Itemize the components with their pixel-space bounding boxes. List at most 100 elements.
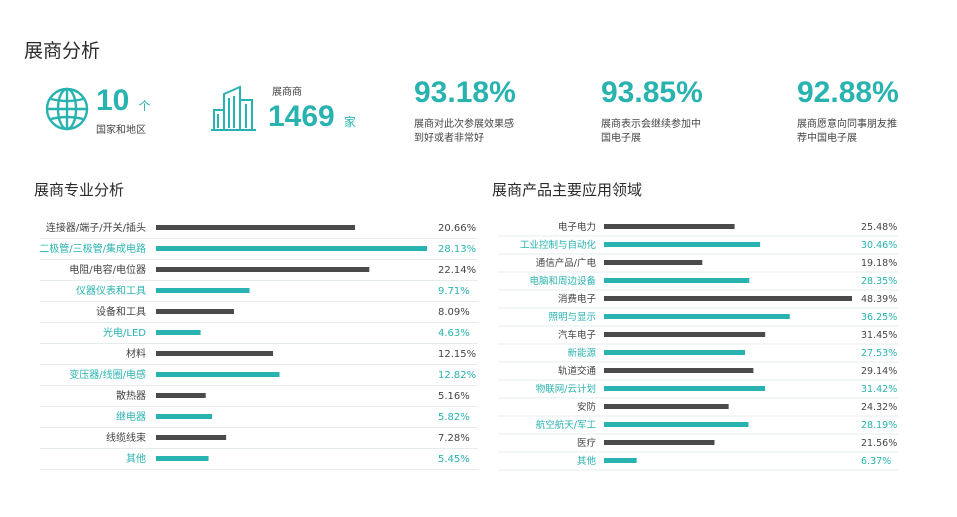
bar	[156, 393, 206, 398]
kpi-value: 93.85%	[601, 76, 703, 109]
value-label: 31.42%	[861, 384, 897, 395]
countries-unit: 个	[138, 99, 151, 113]
bar	[604, 458, 637, 463]
category-label: 连接器/端子/开关/插头	[46, 221, 146, 234]
category-label: 照明与显示	[548, 312, 596, 323]
category-label: 其他	[126, 452, 146, 465]
value-label: 20.66%	[438, 223, 476, 234]
bar	[604, 386, 766, 391]
category-label: 设备和工具	[96, 305, 146, 318]
value-label: 4.63%	[438, 328, 470, 339]
category-label: 电阻/电容/电位器	[69, 263, 146, 276]
value-label: 7.28%	[438, 433, 470, 444]
exhibitors-label: 展商商	[272, 87, 302, 98]
category-label: 继电器	[116, 410, 146, 423]
buildings-icon	[211, 85, 256, 131]
value-label: 36.25%	[861, 312, 897, 323]
bar	[604, 260, 703, 265]
bar	[604, 404, 729, 409]
exhibitors-value: 1469	[268, 100, 335, 133]
bar	[604, 440, 715, 445]
bar	[604, 314, 790, 319]
category-label: 电子电力	[558, 221, 596, 233]
globe-icon	[45, 87, 89, 131]
category-label: 变压器/线圈/电感	[69, 368, 146, 381]
category-label: 医疗	[577, 437, 597, 449]
value-label: 12.82%	[438, 370, 476, 381]
value-label: 28.19%	[861, 420, 897, 431]
kpi-value: 93.18%	[414, 76, 516, 109]
bar	[156, 225, 356, 230]
bar	[156, 288, 250, 293]
countries-label: 国家和地区	[96, 125, 146, 136]
kpi-desc-line1: 展商愿意向同事朋友推	[797, 119, 897, 130]
kpi-value: 92.88%	[797, 76, 899, 109]
bar	[156, 309, 234, 314]
value-label: 22.14%	[438, 265, 476, 276]
value-label: 30.46%	[861, 240, 897, 251]
kpi-satisfaction: 93.18% 展商对此次参展效果感 到好或者非常好	[414, 76, 516, 146]
countries-value: 10	[96, 84, 130, 117]
category-label: 电脑和周边设备	[529, 275, 596, 287]
category-label: 其他	[577, 455, 597, 467]
category-label: 材料	[126, 347, 146, 360]
category-label: 二极管/三极管/集成电路	[39, 242, 146, 255]
kpi-desc-line1: 展商对此次参展效果感	[414, 119, 514, 130]
bar	[604, 332, 766, 337]
chart-title-exhibitor-category: 展商专业分析	[34, 181, 125, 199]
bar	[156, 456, 209, 461]
value-label: 5.16%	[438, 391, 470, 402]
value-label: 24.32%	[861, 402, 897, 413]
bar	[604, 242, 761, 247]
category-label: 汽车电子	[558, 329, 597, 341]
bar	[156, 414, 213, 419]
bar	[604, 368, 754, 373]
exhibitors-unit: 家	[343, 115, 356, 129]
value-label: 48.39%	[861, 294, 897, 305]
value-label: 5.45%	[438, 454, 470, 465]
category-label: 线缆线束	[106, 431, 146, 444]
value-label: 25.48%	[861, 222, 897, 233]
value-label: 9.71%	[438, 286, 470, 297]
kpi-desc-line2: 国电子展	[601, 133, 641, 144]
value-label: 5.82%	[438, 412, 470, 423]
application-field-chart: 电子电力 25.48% 工业控制与自动化 30.46% 通信产品/广电 19.18% 电脑和…	[498, 221, 898, 471]
category-label: 仪器仪表和工具	[76, 284, 146, 297]
exhibitor-category-chart: 连接器/端子/开关/插头 20.66% 二极管/三极管/集成电路 28.13% 电阻/电…	[39, 221, 478, 470]
bar	[604, 224, 735, 229]
category-label: 散热器	[116, 389, 146, 402]
category-label: 通信产品/广电	[536, 257, 597, 269]
value-label: 8.09%	[438, 307, 470, 318]
value-label: 31.45%	[861, 330, 897, 341]
category-label: 光电/LED	[103, 326, 146, 339]
value-label: 29.14%	[861, 366, 897, 377]
category-label: 消费电子	[558, 293, 597, 305]
chart-title-application-field: 展商产品主要应用领域	[492, 181, 643, 199]
exhibitors-stat: 1469 家	[268, 100, 356, 134]
bar	[156, 435, 227, 440]
value-label: 12.15%	[438, 349, 476, 360]
kpi-desc-line2: 荐中国电子展	[797, 133, 857, 144]
bar	[156, 351, 274, 356]
bar	[156, 372, 280, 377]
category-label: 物联网/云计划	[536, 383, 596, 395]
value-label: 19.18%	[861, 258, 897, 269]
value-label: 21.56%	[861, 438, 897, 449]
kpi-recommend: 92.88% 展商愿意向同事朋友推 荐中国电子展	[797, 76, 899, 146]
value-label: 28.13%	[438, 244, 476, 255]
countries-stat: 10 个	[96, 84, 150, 118]
category-label: 新能源	[567, 347, 596, 359]
bar	[604, 278, 750, 283]
bar	[156, 267, 370, 272]
bar	[604, 422, 749, 427]
bar	[604, 296, 852, 301]
kpi-desc-line2: 到好或者非常好	[414, 133, 484, 144]
kpi-desc-line1: 展商表示会继续参加中	[601, 119, 701, 130]
category-label: 安防	[577, 401, 597, 413]
value-label: 6.37%	[861, 456, 891, 467]
page-title: 展商分析	[24, 40, 101, 62]
category-label: 航空航天/军工	[536, 419, 597, 431]
category-label: 工业控制与自动化	[520, 239, 597, 251]
value-label: 27.53%	[861, 348, 897, 359]
bar	[156, 246, 427, 251]
